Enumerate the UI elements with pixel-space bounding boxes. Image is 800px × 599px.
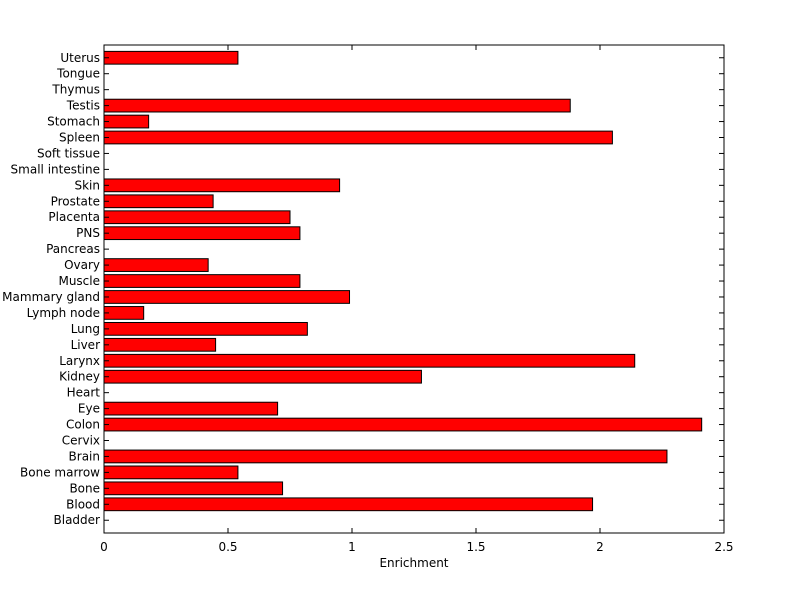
- bar-mammary-gland: [103, 290, 351, 304]
- x-tick-labels: 0 0.5 1 1.5 2 2.5: [100, 540, 733, 554]
- bar-uterus: [103, 50, 239, 65]
- y-tick-label: Bladder: [54, 513, 101, 527]
- y-tick-label: Brain: [69, 449, 100, 463]
- y-tick-label: Bone marrow: [20, 465, 100, 479]
- bar-prostate: [103, 194, 214, 209]
- y-tick-label: Spleen: [59, 130, 100, 144]
- y-tick-label: Colon: [66, 418, 100, 432]
- bar-pns: [103, 226, 301, 241]
- bar-spleen: [103, 130, 613, 145]
- bars-group: [103, 50, 703, 512]
- y-tick-label: Pancreas: [46, 242, 100, 256]
- y-tick-label: Liver: [71, 338, 101, 352]
- bar-muscle: [103, 274, 301, 288]
- bar-bone-marrow: [103, 465, 239, 480]
- y-tick-label: Prostate: [51, 194, 100, 208]
- y-tick-label: Testis: [66, 99, 100, 113]
- y-tick-label: Heart: [67, 386, 101, 400]
- x-tick-label: 0: [100, 540, 108, 554]
- x-axis-title: Enrichment: [379, 556, 448, 570]
- x-tick-label: 1.5: [466, 540, 485, 554]
- bar-liver: [103, 337, 217, 352]
- bar-skin: [103, 178, 341, 193]
- y-tick-label: PNS: [76, 226, 100, 240]
- y-tick-label: Thymus: [51, 83, 100, 97]
- y-tick-label: Uterus: [60, 51, 100, 65]
- bar-lung: [103, 321, 308, 336]
- bar-eye: [103, 401, 279, 416]
- y-tick-label: Mammary gland: [2, 290, 100, 304]
- bar-brain: [103, 449, 668, 464]
- y-tick-label: Eye: [78, 402, 100, 416]
- y-tick-label: Ovary: [64, 258, 100, 272]
- plot-frame: [103, 44, 725, 534]
- y-tick-label: Cervix: [62, 434, 100, 448]
- bar-kidney: [103, 369, 422, 384]
- y-tick-label: Stomach: [47, 115, 100, 129]
- y-tick-label: Lymph node: [27, 306, 100, 320]
- y-tick-label: Skin: [74, 178, 100, 192]
- y-tick-label: Lung: [71, 322, 100, 336]
- bar-lymph-node: [103, 306, 145, 320]
- bar-colon: [103, 417, 703, 432]
- bar-blood: [103, 497, 594, 512]
- x-tick-label: 0.5: [218, 540, 237, 554]
- x-tick-label: 2.5: [714, 540, 733, 554]
- bar-placenta: [103, 210, 291, 225]
- bar-ovary: [103, 258, 209, 272]
- y-tick-label: Bone: [69, 481, 100, 495]
- bar-testis: [103, 98, 571, 113]
- bar-bone: [103, 481, 284, 496]
- y-tick-label: Kidney: [59, 370, 100, 384]
- y-tick-label: Small intestine: [11, 162, 100, 176]
- y-tick-label: Placenta: [48, 210, 100, 224]
- x-tick-label: 1: [348, 540, 356, 554]
- bar-larynx: [103, 353, 636, 368]
- y-tick-label: Tongue: [56, 67, 100, 81]
- y-tick-label: Blood: [66, 497, 100, 511]
- bar-stomach: [103, 114, 150, 129]
- x-tick-label: 2: [596, 540, 604, 554]
- y-tick-label: Muscle: [58, 274, 100, 288]
- y-tick-label: Larynx: [59, 354, 100, 368]
- y-tick-label: Soft tissue: [37, 146, 100, 160]
